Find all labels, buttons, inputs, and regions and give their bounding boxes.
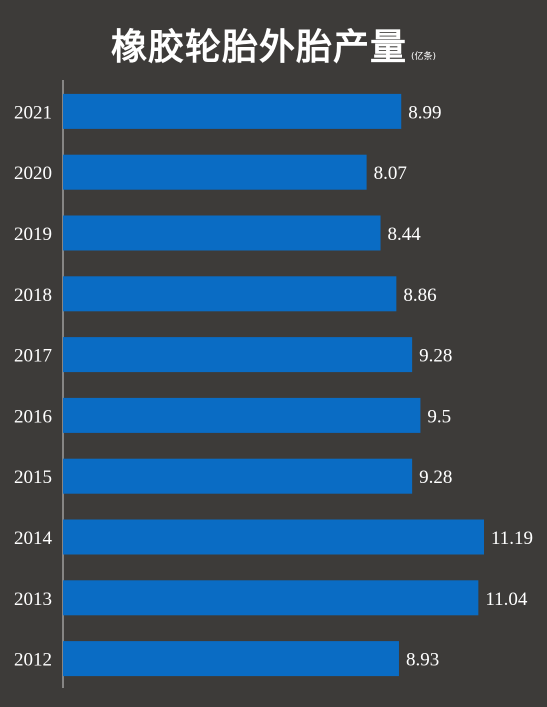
bar-2015 bbox=[63, 458, 413, 494]
y-tick-label-2019: 2019 bbox=[14, 224, 52, 245]
y-tick-label-2020: 2020 bbox=[14, 163, 52, 184]
data-label-2016: 9.5 bbox=[427, 406, 451, 427]
data-label-2020: 8.07 bbox=[374, 163, 407, 184]
y-tick-label-2016: 2016 bbox=[14, 406, 52, 427]
data-label-2015: 9.28 bbox=[419, 467, 452, 488]
chart-title: 橡胶轮胎外胎产量 bbox=[110, 27, 407, 68]
bar-2019 bbox=[63, 215, 381, 251]
y-tick-label-2018: 2018 bbox=[14, 285, 52, 306]
y-tick-label-2021: 2021 bbox=[14, 102, 52, 123]
bar-2016 bbox=[63, 397, 421, 433]
data-label-2021: 8.99 bbox=[408, 102, 441, 123]
data-label-2013: 11.04 bbox=[485, 589, 528, 610]
y-tick-label-2014: 2014 bbox=[14, 528, 53, 549]
data-label-2012: 8.93 bbox=[406, 650, 439, 671]
bar-2020 bbox=[63, 154, 367, 190]
data-label-2018: 8.86 bbox=[403, 285, 436, 306]
bar-2014 bbox=[63, 519, 484, 555]
data-label-2019: 8.44 bbox=[388, 224, 422, 245]
chart-unit: (亿条) bbox=[410, 52, 437, 62]
bar-2018 bbox=[63, 276, 397, 312]
bar-2021 bbox=[63, 93, 402, 129]
y-tick-label-2015: 2015 bbox=[14, 467, 52, 488]
y-tick-label-2013: 2013 bbox=[14, 589, 52, 610]
data-label-2017: 9.28 bbox=[419, 346, 452, 367]
bar-2013 bbox=[63, 580, 479, 616]
title-block: 橡胶轮胎外胎产量 (亿条) bbox=[0, 18, 547, 70]
y-tick-label-2017: 2017 bbox=[14, 346, 52, 367]
data-label-2014: 11.19 bbox=[491, 528, 533, 549]
bar-2017 bbox=[63, 337, 413, 373]
bar-2012 bbox=[63, 641, 399, 677]
y-tick-label-2012: 2012 bbox=[14, 650, 52, 671]
